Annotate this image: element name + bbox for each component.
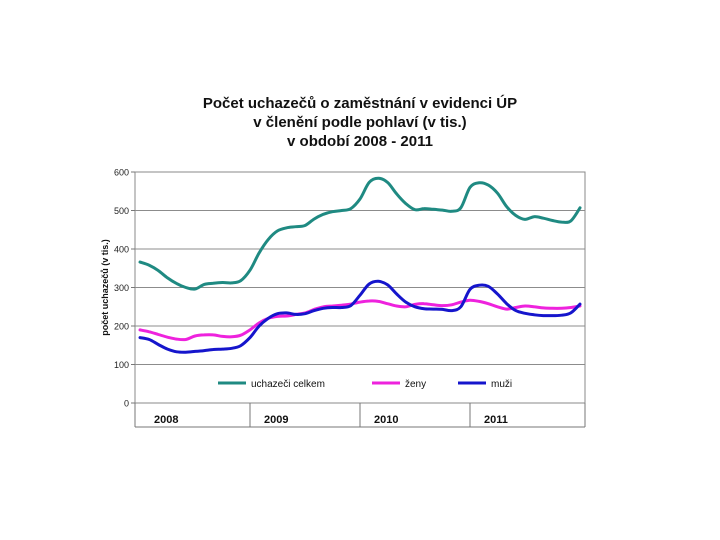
year-label: 2009 [264, 414, 288, 426]
series-line-zeny [138, 298, 582, 342]
y-tick-label: 400 [114, 245, 129, 255]
y-tick-label: 100 [114, 360, 129, 370]
y-tick-label: 200 [114, 322, 129, 332]
chart-title-line-2: v členění podle pohlaví (v tis.) [253, 114, 467, 131]
series-group [138, 176, 582, 354]
y-tick-label: 0 [124, 399, 129, 409]
chart-title-line-1: Počet uchazečů o zaměstnání v evidenci Ú… [202, 95, 518, 112]
y-tick-label: 600 [114, 168, 129, 178]
chart-title-line-3: v období 2008 - 2011 [287, 133, 433, 150]
y-tick-label: 500 [114, 206, 129, 216]
year-label: 2010 [374, 414, 398, 426]
legend-label-zeny: ženy [405, 379, 426, 390]
y-tick-label: 300 [114, 283, 129, 293]
grid [134, 171, 586, 404]
year-label: 2011 [484, 414, 508, 426]
series-line-uchazeci-celkem [138, 176, 582, 291]
legend-label-uchazeci-celkem: uchazeči celkem [251, 379, 325, 390]
y-axis-label: počet uchazečů (v tis.) [100, 239, 110, 336]
chart-title: Počet uchazečů o zaměstnání v evidenci Ú… [130, 94, 590, 151]
axis-labels: 0 100 200 300 400 500 600 2008 2009 2010 2011 počet… [100, 168, 508, 427]
cut-off-footer [0, 461, 720, 540]
series-line-muzi [138, 279, 582, 354]
axes [131, 171, 586, 428]
legend-label-muzi: muži [491, 379, 512, 390]
legend: uchazeči celkem ženy muži [218, 379, 512, 390]
year-label: 2008 [154, 414, 178, 426]
